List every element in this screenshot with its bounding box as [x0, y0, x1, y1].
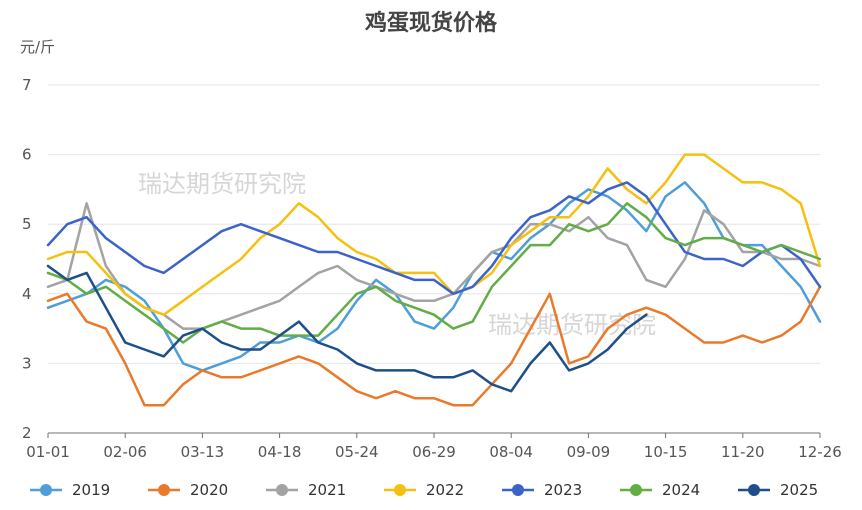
series-line-2019	[46, 181, 822, 372]
series-line-2025	[46, 264, 648, 393]
legend-marker-icon	[630, 484, 642, 496]
legend-label: 2019	[72, 481, 110, 499]
legend-item-2022[interactable]: 2022	[384, 481, 464, 499]
x-tick-label: 02-06	[103, 443, 147, 461]
legend-marker-icon	[394, 484, 406, 496]
legend-label: 2022	[426, 481, 464, 499]
x-tick-label: 03-13	[181, 443, 225, 461]
legend-item-2019[interactable]: 2019	[30, 481, 110, 499]
y-tick-label: 7	[22, 76, 32, 94]
x-tick-label: 10-15	[644, 443, 688, 461]
series-line-2024	[46, 202, 822, 344]
x-tick-label: 06-29	[412, 443, 456, 461]
x-axis: 01-01 02-06 03-13 04-18 05-24 06-29 08-04 09-09…	[26, 432, 842, 461]
y-tick-label: 2	[22, 424, 32, 442]
legend-item-2024[interactable]: 2024	[620, 481, 700, 499]
legend-marker-icon	[40, 484, 52, 496]
series-line-2022	[46, 153, 822, 316]
x-tick-label: 05-24	[335, 443, 379, 461]
grid-lines	[48, 84, 820, 364]
series-line-2021	[46, 202, 822, 330]
legend-label: 2024	[662, 481, 700, 499]
legend-item-2021[interactable]: 2021	[266, 481, 346, 499]
y-tick-label: 4	[22, 285, 32, 303]
x-tick-label: 08-04	[489, 443, 533, 461]
x-tick-label: 12-26	[798, 443, 842, 461]
watermark-text: 瑞达期货研究院	[138, 170, 306, 198]
legend-marker-icon	[748, 484, 760, 496]
y-tick-label: 3	[22, 354, 32, 372]
legend-label: 2020	[190, 481, 228, 499]
legend[interactable]: 2019 2020 2021 2022 2023 2024 2025	[30, 481, 818, 499]
series-line-2020	[46, 285, 822, 407]
legend-marker-icon	[512, 484, 524, 496]
legend-label: 2021	[308, 481, 346, 499]
x-tick-label: 04-18	[258, 443, 302, 461]
x-tick-label: 11-20	[721, 443, 765, 461]
y-tick-label: 5	[22, 215, 32, 233]
legend-item-2023[interactable]: 2023	[502, 481, 582, 499]
x-tick-label: 09-09	[567, 443, 611, 461]
x-tick-label: 01-01	[26, 443, 70, 461]
series-lines	[46, 153, 822, 407]
legend-label: 2025	[780, 481, 818, 499]
y-axis: 2 3 4 5 6 7	[22, 76, 32, 442]
chart-title: 鸡蛋现货价格	[364, 10, 498, 36]
y-tick-label: 6	[22, 146, 32, 164]
legend-label: 2023	[544, 481, 582, 499]
legend-marker-icon	[276, 484, 288, 496]
y-axis-unit-label: 元/斤	[20, 38, 55, 56]
legend-item-2020[interactable]: 2020	[148, 481, 228, 499]
legend-marker-icon	[158, 484, 170, 496]
series-line-2023	[46, 181, 822, 296]
legend-item-2025[interactable]: 2025	[738, 481, 818, 499]
